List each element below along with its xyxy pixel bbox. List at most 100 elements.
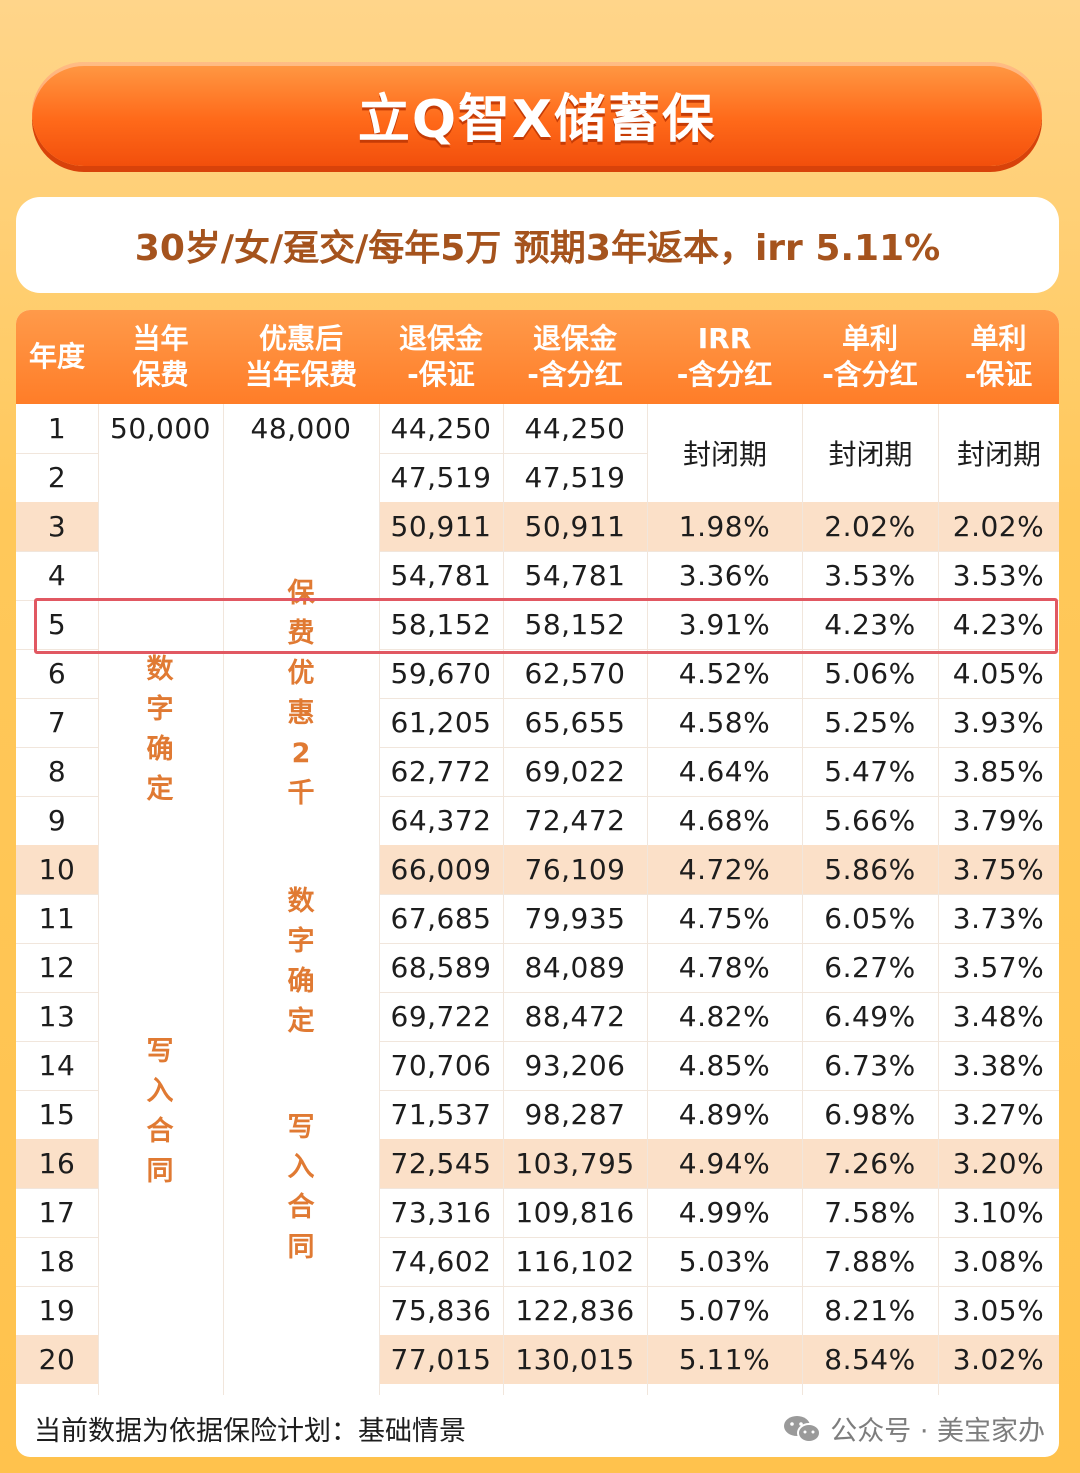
cell-sv-g: 73,316 bbox=[390, 1196, 492, 1229]
table-row: 9 64,372 72,472 4.68% 5.66% 3.79% bbox=[16, 796, 1059, 845]
table-row: 13 69,722 88,472 4.82% 6.49% 3.48% bbox=[16, 992, 1059, 1041]
cell-year: 10 bbox=[38, 853, 76, 886]
cell-s-d: 5.66% bbox=[824, 804, 916, 837]
table-row: 2 47,519 47,519 bbox=[16, 453, 1059, 502]
cell-s-d: 6.73% bbox=[824, 1049, 916, 1082]
cell-s-d: 8.54% bbox=[824, 1343, 916, 1376]
cell-s-d: 8.21% bbox=[824, 1294, 916, 1327]
cell-discounted-premium: 48,000 bbox=[250, 412, 352, 445]
header-premium: 当年 保费 bbox=[132, 322, 189, 391]
cell-irr: 4.58% bbox=[678, 706, 771, 739]
column-divider bbox=[98, 404, 99, 1395]
cell-year: 18 bbox=[38, 1245, 76, 1278]
cell-s-d: 6.27% bbox=[824, 951, 916, 984]
watermark-text: 公众号 · 美宝家办 bbox=[830, 1416, 1045, 1447]
cell-s-d: 6.49% bbox=[824, 1000, 916, 1033]
cell-sv-d: 88,472 bbox=[524, 1000, 626, 1033]
cell-premium: 50,000 bbox=[110, 412, 211, 445]
discount-note-fixed: 数字确定 bbox=[287, 886, 315, 1037]
table-row: 16 72,545 103,795 4.94% 7.26% 3.20% bbox=[16, 1139, 1059, 1188]
cell-sv-g: 71,537 bbox=[390, 1098, 492, 1131]
cell-year: 2 bbox=[47, 461, 67, 494]
cell-sv-d: 72,472 bbox=[524, 804, 626, 837]
cell-sv-g: 74,602 bbox=[390, 1245, 492, 1278]
cell-irr: 4.94% bbox=[678, 1147, 771, 1180]
cell-s-g: 3.75% bbox=[952, 853, 1045, 886]
cell-irr: 5.11% bbox=[678, 1343, 771, 1376]
row-divider bbox=[16, 1237, 1059, 1238]
column-divider bbox=[223, 453, 224, 1395]
cell-sv-g: 47,519 bbox=[390, 461, 492, 494]
benefit-table: 年度 当年 保费 优惠后 当年保费 退保金 -保证 退保金 -含分红 IRR -… bbox=[16, 310, 1059, 1395]
cell-s-d: 5.86% bbox=[824, 853, 916, 886]
cell-year: 5 bbox=[47, 608, 67, 641]
cell-sv-g: 58,152 bbox=[390, 608, 492, 641]
header-simple-dividend: 单利 -含分红 bbox=[822, 322, 918, 391]
cell-s-d: 6.98% bbox=[824, 1098, 916, 1131]
cell-s-d: 7.88% bbox=[824, 1245, 916, 1278]
cell-sv-d: 65,655 bbox=[524, 706, 626, 739]
table-row: 8 62,772 69,022 4.64% 5.47% 3.85% bbox=[16, 747, 1059, 796]
cell-s-g: 3.10% bbox=[952, 1196, 1045, 1229]
cell-year: 6 bbox=[47, 657, 67, 690]
cell-year: 13 bbox=[38, 1000, 76, 1033]
merged-premium-area bbox=[99, 453, 379, 1395]
cell-s-d: 7.58% bbox=[824, 1196, 916, 1229]
cell-irr: 4.99% bbox=[678, 1196, 771, 1229]
header-sv-dividend: 退保金 -含分红 bbox=[527, 322, 623, 391]
cell-year: 11 bbox=[38, 902, 76, 935]
row-divider bbox=[16, 1090, 1059, 1091]
page-title: 立Q智X储蓄保 bbox=[357, 89, 717, 150]
table-row: 15 71,537 98,287 4.89% 6.98% 3.27% bbox=[16, 1090, 1059, 1139]
wechat-icon bbox=[784, 1415, 822, 1443]
cell-sv-d: 122,836 bbox=[515, 1294, 635, 1327]
table-row: 17 73,316 109,816 4.99% 7.58% 3.10% bbox=[16, 1188, 1059, 1237]
cell-s-g: 3.38% bbox=[952, 1049, 1045, 1082]
cell-sv-g: 44,250 bbox=[390, 412, 492, 445]
cell-year: 8 bbox=[47, 755, 67, 788]
column-divider bbox=[503, 404, 504, 1395]
cell-s-d: 2.02% bbox=[824, 510, 916, 543]
cell-irr: 3.36% bbox=[678, 559, 771, 592]
column-divider bbox=[802, 404, 803, 1395]
table-row: 11 67,685 79,935 4.75% 6.05% 3.73% bbox=[16, 894, 1059, 943]
cell-sv-d: 79,935 bbox=[524, 902, 626, 935]
cell-sv-g: 59,670 bbox=[390, 657, 492, 690]
table-header: 年度 当年 保费 优惠后 当年保费 退保金 -保证 退保金 -含分红 IRR -… bbox=[16, 310, 1059, 404]
cell-year: 1 bbox=[47, 412, 67, 445]
table-row: 5 58,152 58,152 3.91% 4.23% 4.23% bbox=[16, 600, 1059, 649]
cell-sv-d: 76,109 bbox=[524, 853, 626, 886]
header-sv-guaranteed: 退保金 -保证 bbox=[398, 322, 483, 391]
closed-simple-dividend: 封闭期 bbox=[803, 404, 938, 502]
cell-year: 7 bbox=[47, 706, 67, 739]
table-row: 19 75,836 122,836 5.07% 8.21% 3.05% bbox=[16, 1286, 1059, 1335]
cell-sv-g: 67,685 bbox=[390, 902, 492, 935]
cell-year: 14 bbox=[38, 1049, 76, 1082]
row-divider bbox=[16, 649, 1059, 650]
cell-irr: 4.82% bbox=[678, 1000, 771, 1033]
cell-s-g: 4.05% bbox=[952, 657, 1045, 690]
header-simple-guaranteed: 单利 -保证 bbox=[964, 322, 1033, 391]
cell-sv-g: 68,589 bbox=[390, 951, 492, 984]
cell-irr: 5.03% bbox=[678, 1245, 771, 1278]
table-row: 20 77,015 130,015 5.11% 8.54% 3.02% bbox=[16, 1335, 1059, 1384]
closed-simple-guaranteed: 封闭期 bbox=[939, 404, 1059, 502]
header-irr: IRR -含分红 bbox=[676, 322, 773, 391]
cell-sv-g: 75,836 bbox=[390, 1294, 492, 1327]
cell-s-g: 3.20% bbox=[952, 1147, 1045, 1180]
cell-s-d: 5.25% bbox=[824, 706, 916, 739]
cell-year: 15 bbox=[38, 1098, 76, 1131]
header-discounted-premium: 优惠后 当年保费 bbox=[244, 322, 357, 391]
footer-note: 当前数据为依据保险计划：基础情景 bbox=[34, 1416, 466, 1447]
cell-sv-g: 61,205 bbox=[390, 706, 492, 739]
cell-irr: 4.52% bbox=[678, 657, 771, 690]
premium-note-fixed: 数字确定 bbox=[146, 654, 174, 805]
cell-sv-d: 47,519 bbox=[524, 461, 626, 494]
title-banner: 立Q智X储蓄保 bbox=[32, 62, 1042, 166]
cell-s-g: 3.79% bbox=[952, 804, 1045, 837]
cell-year: 16 bbox=[38, 1147, 76, 1180]
cell-sv-g: 70,706 bbox=[390, 1049, 492, 1082]
row-divider bbox=[16, 453, 1059, 454]
row-divider bbox=[16, 1188, 1059, 1189]
